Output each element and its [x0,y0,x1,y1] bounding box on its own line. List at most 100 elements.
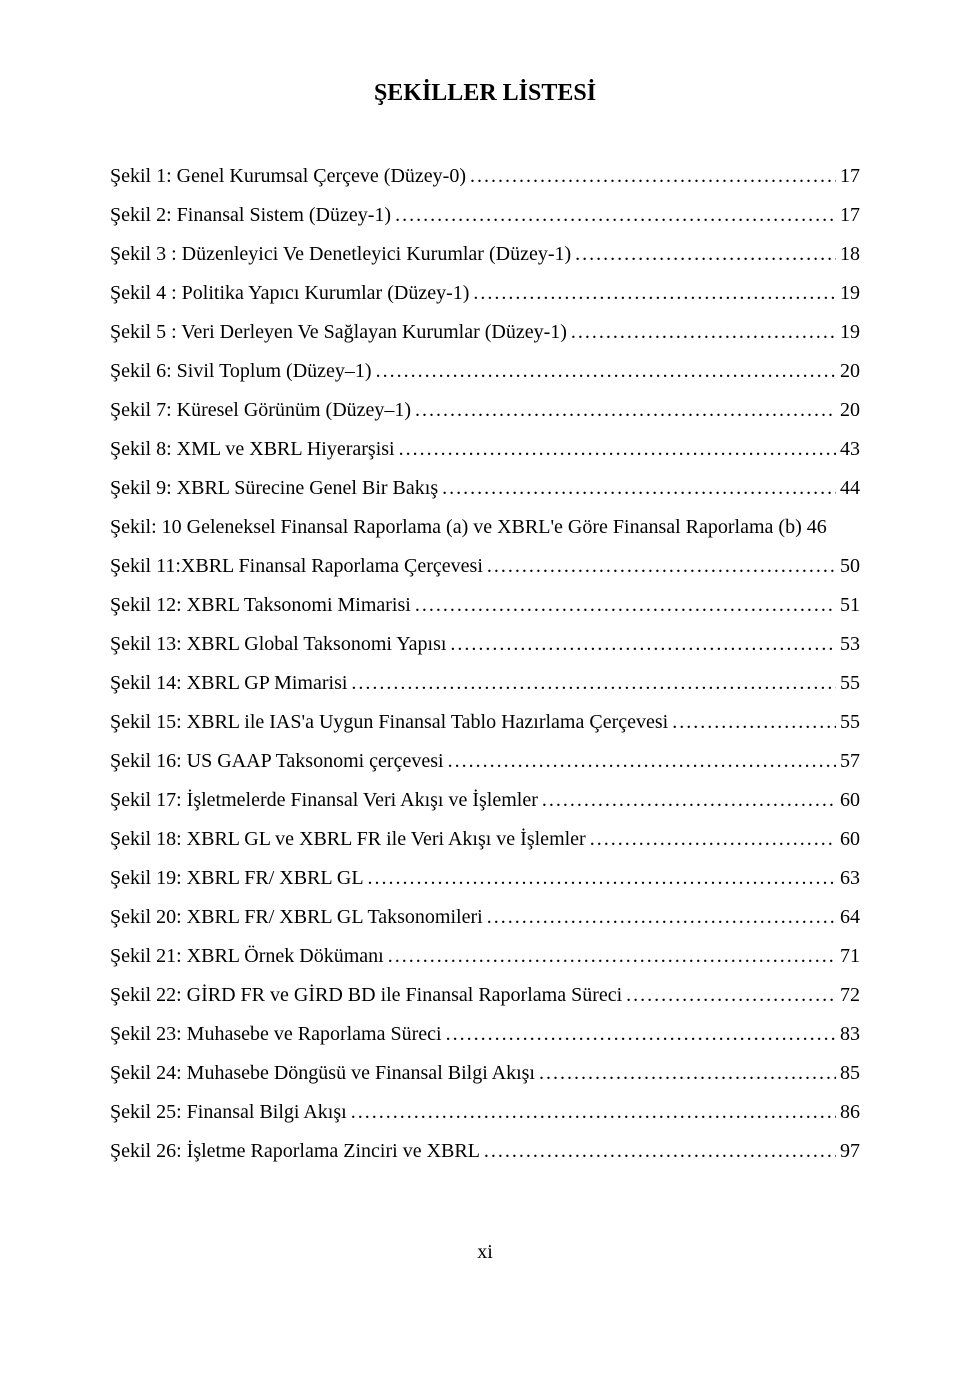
toc-entry-leader [538,781,836,820]
toc-entry: Şekil 24: Muhasebe Döngüsü ve Finansal B… [110,1054,860,1093]
toc-entry-page: 57 [836,742,860,781]
toc-entry-page: 60 [836,820,860,859]
toc-entry: Şekil 15: XBRL ile IAS'a Uygun Finansal … [110,703,860,742]
toc-entry-label: Şekil 20: XBRL FR/ XBRL GL Taksonomileri [110,898,483,937]
toc-entry-page: 86 [836,1093,860,1132]
toc-entry-page: 85 [836,1054,860,1093]
toc-entry-page: 46 [807,516,827,538]
toc-entry-label: Şekil: 10 Geleneksel Finansal Raporlama … [110,516,802,538]
toc-entry-label: Şekil 2: Finansal Sistem (Düzey-1) [110,196,391,235]
toc-entry: Şekil 4 : Politika Yapıcı Kurumlar (Düze… [110,274,860,313]
toc-entry-leader [444,742,836,781]
toc-entry-leader [535,1054,836,1093]
toc-entry-label: Şekil 21: XBRL Örnek Dökümanı [110,937,384,976]
toc-entry-label: Şekil 18: XBRL GL ve XBRL FR ile Veri Ak… [110,820,586,859]
toc-entry-leader [668,703,836,742]
toc-entry-label: Şekil 23: Muhasebe ve Raporlama Süreci [110,1015,442,1054]
toc-entry-leader [586,820,836,859]
toc-entry-label: Şekil 19: XBRL FR/ XBRL GL [110,859,364,898]
toc-entry: Şekil 17: İşletmelerde Finansal Veri Akı… [110,781,860,820]
toc-entry: Şekil 22: GİRD FR ve GİRD BD ile Finansa… [110,976,860,1015]
toc-entry-leader [442,1015,836,1054]
toc-entry: Şekil 6: Sivil Toplum (Düzey–1) 20 [110,352,860,391]
toc-entry: Şekil 5 : Veri Derleyen Ve Sağlayan Kuru… [110,313,860,352]
toc-entry-label: Şekil 14: XBRL GP Mimarisi [110,664,347,703]
toc-entry-page: 17 [836,157,860,196]
toc-entry-page: 60 [836,781,860,820]
toc-entry: Şekil: 10 Geleneksel Finansal Raporlama … [110,508,860,547]
toc-entry-label: Şekil 13: XBRL Global Taksonomi Yapısı [110,625,446,664]
toc-entry-label: Şekil 8: XML ve XBRL Hiyerarşisi [110,430,395,469]
toc-entry: Şekil 1: Genel Kurumsal Çerçeve (Düzey-0… [110,157,860,196]
toc-entry: Şekil 11:XBRL Finansal Raporlama Çerçeve… [110,547,860,586]
toc-entry-label: Şekil 24: Muhasebe Döngüsü ve Finansal B… [110,1054,535,1093]
toc-entry-page: 51 [836,586,860,625]
toc-entry-page: 71 [836,937,860,976]
toc-entry-leader [567,313,836,352]
toc-entry-label: Şekil 4 : Politika Yapıcı Kurumlar (Düze… [110,274,469,313]
toc-entry-leader [391,196,836,235]
toc-entry: Şekil 2: Finansal Sistem (Düzey-1) 17 [110,196,860,235]
toc-entry-label: Şekil 12: XBRL Taksonomi Mimarisi [110,586,411,625]
toc-entry-page: 17 [836,196,860,235]
toc-entry-leader [622,976,836,1015]
toc-entry-leader [411,391,836,430]
toc-entry: Şekil 3 : Düzenleyici Ve Denetleyici Kur… [110,235,860,274]
toc-entry-leader [483,898,836,937]
toc-entry: Şekil 8: XML ve XBRL Hiyerarşisi 43 [110,430,860,469]
figures-list: Şekil 1: Genel Kurumsal Çerçeve (Düzey-0… [110,157,860,1171]
toc-entry-page: 64 [836,898,860,937]
toc-entry-label: Şekil 1: Genel Kurumsal Çerçeve (Düzey-0… [110,157,466,196]
page-number: xi [110,1241,860,1264]
toc-entry-label: Şekil 16: US GAAP Taksonomi çerçevesi [110,742,444,781]
toc-entry-leader [364,859,836,898]
toc-entry: Şekil 14: XBRL GP Mimarisi55 [110,664,860,703]
toc-entry-leader [411,586,836,625]
page-container: ŞEKİLLER LİSTESİ Şekil 1: Genel Kurumsal… [0,0,960,1324]
page-title: ŞEKİLLER LİSTESİ [110,80,860,107]
toc-entry-page: 50 [836,547,860,586]
toc-entry: Şekil 25: Finansal Bilgi Akışı 86 [110,1093,860,1132]
toc-entry: Şekil 13: XBRL Global Taksonomi Yapısı 53 [110,625,860,664]
toc-entry-page: 20 [836,352,860,391]
toc-entry-label: Şekil 11:XBRL Finansal Raporlama Çerçeve… [110,547,483,586]
toc-entry-label: Şekil 3 : Düzenleyici Ve Denetleyici Kur… [110,235,571,274]
toc-entry: Şekil 19: XBRL FR/ XBRL GL 63 [110,859,860,898]
toc-entry-page: 19 [836,274,860,313]
toc-entry: Şekil 9: XBRL Sürecine Genel Bir Bakış44 [110,469,860,508]
toc-entry-page: 53 [836,625,860,664]
toc-entry-leader [438,469,836,508]
toc-entry-leader [480,1132,836,1171]
toc-entry-page: 97 [836,1132,860,1171]
toc-entry: Şekil 26: İşletme Raporlama Zinciri ve X… [110,1132,860,1171]
toc-entry-leader [446,625,836,664]
toc-entry-label: Şekil 6: Sivil Toplum (Düzey–1) [110,352,372,391]
toc-entry: Şekil 18: XBRL GL ve XBRL FR ile Veri Ak… [110,820,860,859]
toc-entry: Şekil 23: Muhasebe ve Raporlama Süreci 83 [110,1015,860,1054]
toc-entry-page: 19 [836,313,860,352]
toc-entry-page: 44 [836,469,860,508]
toc-entry-leader [395,430,836,469]
toc-entry-leader [347,664,836,703]
toc-entry-page: 72 [836,976,860,1015]
toc-entry-label: Şekil 22: GİRD FR ve GİRD BD ile Finansa… [110,976,622,1015]
toc-entry-page: 55 [836,703,860,742]
toc-entry-leader [483,547,836,586]
toc-entry: Şekil 16: US GAAP Taksonomi çerçevesi 57 [110,742,860,781]
toc-entry-label: Şekil 17: İşletmelerde Finansal Veri Akı… [110,781,538,820]
toc-entry-leader [466,157,836,196]
toc-entry-page: 63 [836,859,860,898]
toc-entry-page: 83 [836,1015,860,1054]
toc-entry: Şekil 12: XBRL Taksonomi Mimarisi 51 [110,586,860,625]
toc-entry-leader [347,1093,836,1132]
toc-entry-leader [469,274,836,313]
toc-entry-leader [384,937,836,976]
toc-entry-label: Şekil 25: Finansal Bilgi Akışı [110,1093,347,1132]
toc-entry-label: Şekil 7: Küresel Görünüm (Düzey–1) [110,391,411,430]
toc-entry: Şekil 7: Küresel Görünüm (Düzey–1) 20 [110,391,860,430]
toc-entry-page: 43 [836,430,860,469]
toc-entry-label: Şekil 5 : Veri Derleyen Ve Sağlayan Kuru… [110,313,567,352]
toc-entry-page: 20 [836,391,860,430]
toc-entry: Şekil 20: XBRL FR/ XBRL GL Taksonomileri… [110,898,860,937]
toc-entry-leader [372,352,836,391]
